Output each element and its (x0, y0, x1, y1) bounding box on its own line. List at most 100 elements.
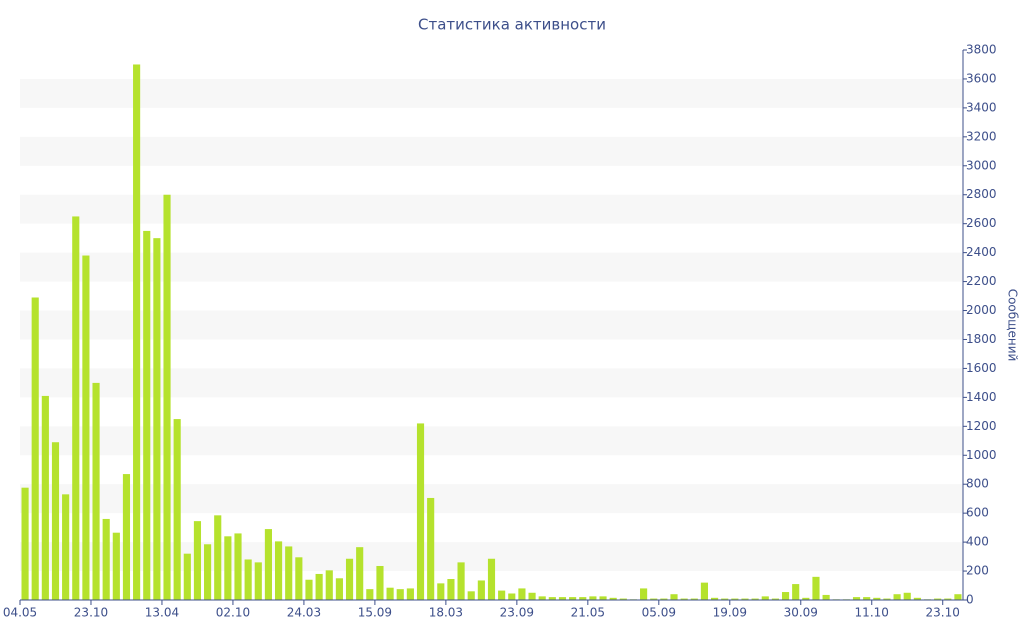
y-tick-label: 3800 (966, 43, 997, 57)
chart-title: Статистика активности (418, 16, 606, 34)
bar (254, 562, 262, 600)
bar (690, 598, 698, 600)
y-tick-label: 1400 (966, 390, 997, 404)
bar (295, 557, 303, 600)
y-axis-label: Сообщений (1006, 289, 1020, 362)
bar (427, 497, 435, 600)
bar (741, 598, 749, 600)
bar (589, 596, 597, 600)
bar (315, 573, 323, 600)
bar (650, 598, 658, 600)
grid-band (20, 252, 963, 282)
bar (802, 597, 810, 600)
bar (954, 594, 962, 600)
y-tick-label: 2600 (966, 216, 997, 230)
y-tick-label: 1000 (966, 448, 997, 462)
y-tick-label: 200 (966, 564, 989, 578)
bar (731, 598, 739, 600)
grid-band (20, 78, 963, 108)
bar (264, 529, 272, 600)
bar (721, 598, 729, 600)
bar (528, 592, 536, 600)
bar (214, 515, 222, 600)
bar (173, 419, 181, 600)
y-tick-label: 1600 (966, 361, 997, 375)
bar (548, 597, 556, 600)
bar (761, 596, 769, 600)
bar (822, 594, 830, 600)
bar (183, 553, 191, 600)
bar (325, 570, 333, 600)
bar (31, 297, 39, 600)
bar (396, 589, 404, 600)
x-tick-label: 23.09 (500, 606, 534, 620)
x-tick-label: 05.09 (642, 606, 676, 620)
bar (487, 558, 496, 600)
bar (416, 423, 425, 600)
bar (944, 598, 952, 600)
x-tick-label: 23.10 (926, 606, 960, 620)
bar (51, 442, 60, 600)
grid-band (20, 426, 963, 456)
bar (72, 216, 80, 600)
bar (102, 518, 110, 600)
bar (244, 559, 252, 600)
bar (224, 536, 232, 600)
y-tick-label: 2200 (966, 274, 997, 288)
bar (82, 255, 90, 601)
bar (457, 562, 465, 600)
bar (558, 597, 567, 600)
bar (62, 494, 70, 600)
bar (376, 565, 384, 600)
bar (498, 590, 506, 600)
bar (711, 597, 719, 600)
bar (112, 532, 120, 600)
bar (751, 598, 759, 600)
bar (477, 580, 485, 600)
bar (883, 598, 891, 600)
bar (680, 598, 688, 600)
bar (781, 592, 790, 600)
grid-band (20, 368, 963, 398)
y-tick-label: 1200 (966, 419, 997, 433)
x-tick-label: 19.09 (713, 606, 747, 620)
bar (569, 597, 577, 600)
bar (285, 546, 293, 600)
bar (660, 598, 668, 600)
y-tick-label: 600 (966, 506, 989, 520)
bar (356, 547, 364, 600)
y-tick-label: 1800 (966, 332, 997, 346)
bar (447, 579, 455, 600)
bar (21, 487, 29, 600)
bar (335, 578, 343, 600)
y-tick-label: 400 (966, 535, 989, 549)
x-tick-label: 02.10 (216, 606, 250, 620)
bar (934, 598, 942, 600)
bar (873, 597, 881, 600)
bar (133, 64, 141, 600)
bar (538, 596, 546, 600)
bar (163, 194, 171, 600)
bar (467, 591, 475, 600)
bar (437, 583, 445, 600)
y-tick-label: 2000 (966, 303, 997, 317)
bar (893, 594, 901, 600)
bar (903, 592, 911, 600)
bar (386, 587, 394, 600)
x-tick-label: 24.03 (287, 606, 321, 620)
bar (599, 596, 607, 600)
bar (193, 521, 202, 600)
y-tick-label: 2400 (966, 245, 997, 259)
bar (640, 588, 648, 600)
bar (670, 594, 678, 600)
bar (863, 597, 871, 600)
bar (406, 588, 414, 600)
bar (812, 576, 820, 600)
bar (305, 579, 313, 600)
bar (143, 230, 151, 600)
grid-band (20, 310, 963, 340)
bar (913, 597, 921, 600)
x-tick-label: 04.05 (3, 606, 37, 620)
y-tick-label: 0 (966, 593, 974, 607)
y-tick-label: 2800 (966, 187, 997, 201)
